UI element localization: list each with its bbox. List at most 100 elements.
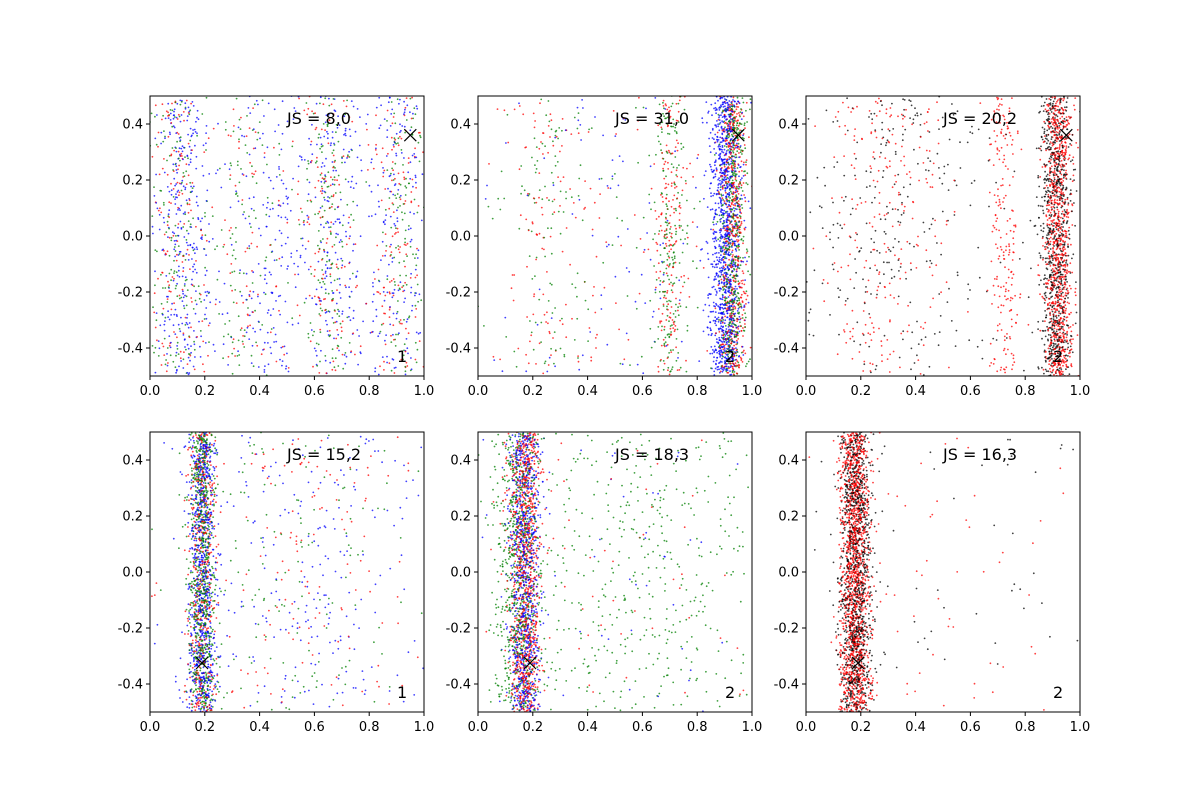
scatter-point	[619, 362, 622, 365]
scatter-point	[724, 335, 727, 337]
scatter-point	[546, 197, 548, 199]
scatter-point	[187, 353, 190, 355]
scatter-point	[155, 173, 158, 176]
scatter-point	[312, 112, 315, 115]
scatter-point	[166, 250, 169, 253]
scatter-point	[721, 212, 724, 214]
scatter-point	[296, 304, 299, 307]
scatter-point	[666, 108, 669, 111]
scatter-point	[347, 180, 350, 183]
scatter-point	[322, 273, 325, 276]
scatter-point	[406, 242, 409, 245]
scatter-point	[727, 170, 730, 173]
scatter-point	[677, 314, 680, 317]
scatter-point	[711, 208, 714, 211]
scatter-point	[736, 372, 738, 375]
scatter-point	[390, 101, 393, 103]
scatter-point	[747, 200, 750, 203]
scatter-point	[390, 341, 393, 343]
scatter-point	[321, 269, 324, 271]
scatter-point	[181, 275, 184, 278]
scatter-point	[746, 250, 749, 253]
scatter-point	[739, 256, 742, 259]
scatter-point	[718, 256, 721, 259]
scatter-point	[278, 166, 280, 168]
scatter-point	[344, 362, 347, 365]
scatter-point	[714, 133, 717, 136]
scatter-point	[188, 336, 191, 339]
scatter-point	[366, 113, 369, 116]
scatter-point	[724, 225, 727, 228]
scatter-point	[403, 178, 406, 181]
scatter-point	[329, 144, 332, 147]
scatter-point	[735, 189, 737, 192]
scatter-point	[360, 169, 363, 172]
scatter-point	[365, 302, 368, 305]
scatter-point	[725, 357, 728, 360]
scatter-point	[389, 125, 392, 127]
scatter-point	[722, 213, 725, 216]
scatter-point	[388, 316, 391, 318]
scatter-point	[725, 135, 728, 138]
scatter-point	[717, 263, 720, 265]
scatter-point	[196, 336, 199, 338]
scatter-point	[414, 268, 417, 271]
scatter-point	[738, 102, 741, 105]
scatter-point	[176, 315, 178, 317]
scatter-point	[605, 241, 608, 244]
scatter-point	[173, 302, 176, 305]
scatter-point	[232, 301, 235, 304]
scatter-point	[723, 276, 726, 279]
scatter-point	[718, 129, 721, 132]
scatter-point	[365, 123, 368, 125]
scatter-point	[232, 249, 235, 252]
scatter-point	[580, 139, 582, 141]
scatter-point	[404, 131, 406, 134]
scatter-point	[404, 108, 406, 111]
scatter-point	[611, 159, 614, 162]
scatter-point	[337, 140, 340, 143]
scatter-point	[497, 197, 500, 200]
scatter-point	[663, 261, 665, 263]
scatter-point	[724, 109, 726, 112]
scatter-point	[739, 231, 742, 234]
scatter-point	[1004, 295, 1006, 298]
scatter-point	[218, 270, 220, 273]
scatter-point	[307, 162, 310, 165]
scatter-point	[674, 261, 677, 264]
scatter-point	[183, 223, 186, 225]
scatter-point	[263, 156, 266, 159]
scatter-point	[717, 305, 720, 308]
scatter-point	[833, 166, 836, 168]
scatter-point	[671, 291, 674, 294]
scatter-point	[720, 250, 722, 253]
scatter-point	[681, 229, 684, 232]
scatter-point	[677, 306, 679, 309]
scatter-point	[174, 243, 177, 246]
scatter-point	[643, 248, 646, 251]
scatter-point	[175, 351, 178, 354]
scatter-point	[713, 240, 716, 243]
scatter-point	[286, 352, 288, 355]
scatter-point	[734, 281, 737, 283]
scatter-point	[317, 212, 320, 215]
scatter-point	[577, 112, 580, 114]
scatter-point	[188, 198, 191, 200]
scatter-point	[674, 146, 677, 149]
scatter-point	[666, 290, 669, 292]
scatter-point	[665, 151, 668, 153]
scatter-point	[186, 229, 188, 232]
scatter-point	[726, 158, 729, 161]
x-tick-label: 0.4	[577, 384, 598, 399]
scatter-point	[731, 249, 734, 252]
scatter-point	[394, 366, 397, 369]
scatter-point	[196, 134, 199, 137]
scatter-point	[399, 246, 401, 248]
scatter-point	[174, 366, 177, 369]
scatter-point	[319, 307, 322, 310]
scatter-point	[384, 188, 387, 190]
scatter-point	[726, 168, 729, 170]
scatter-point	[732, 260, 734, 262]
scatter-point	[405, 177, 407, 180]
scatter-point	[182, 358, 185, 361]
